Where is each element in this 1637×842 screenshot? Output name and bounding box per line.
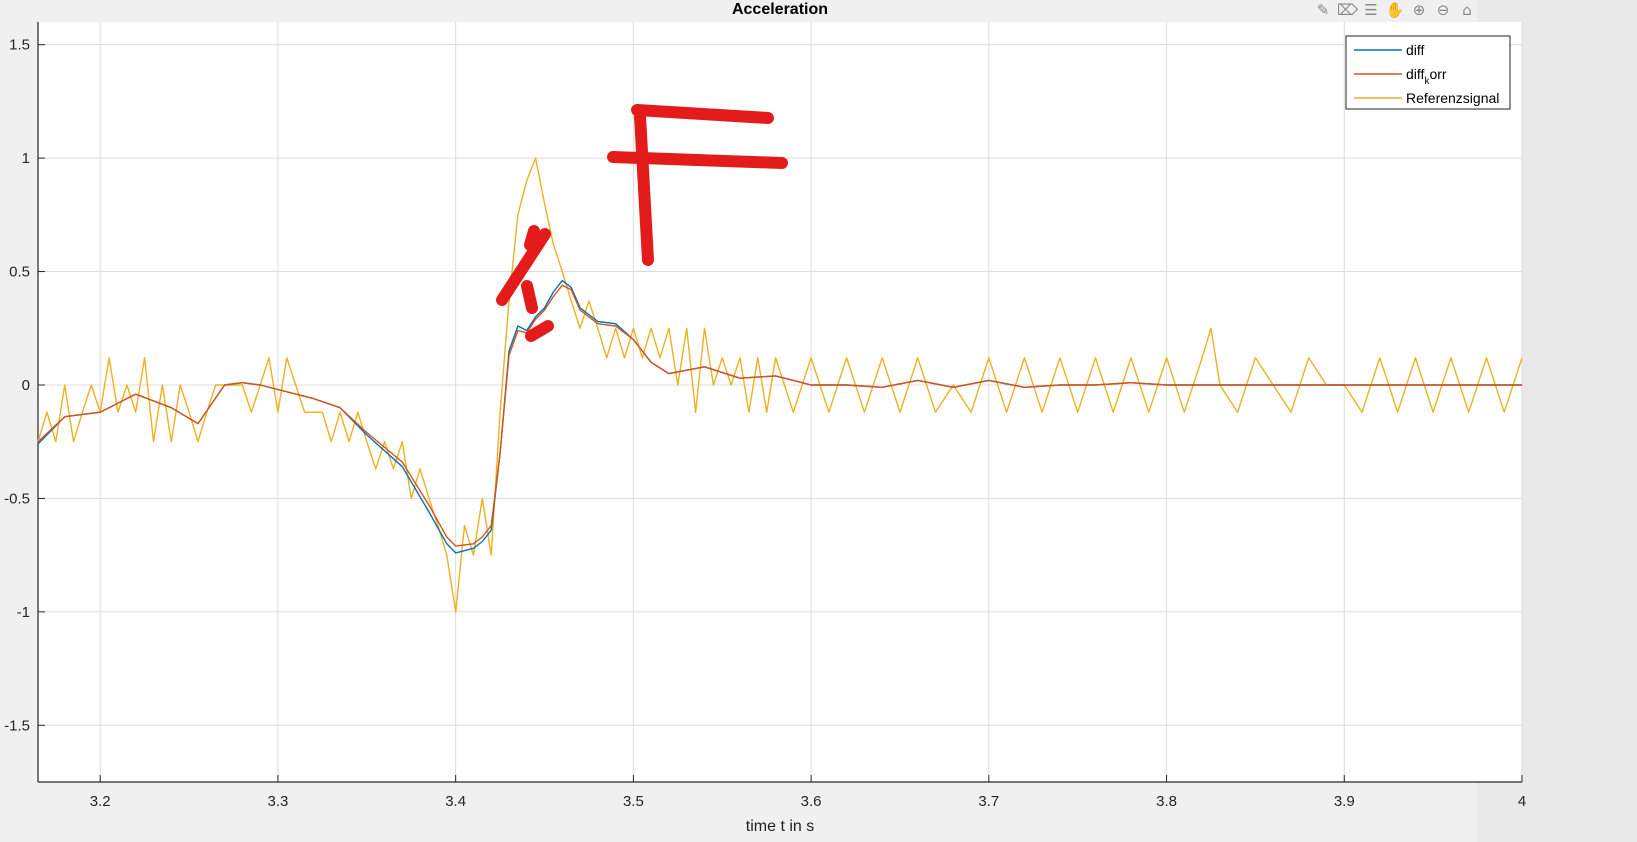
home-icon[interactable]: ⌂ (1462, 1, 1472, 19)
plot-area (38, 22, 1522, 782)
annotation-mark-1 (496, 228, 551, 306)
axes-toolbar: ✎ ⌦ ☰ ✋ ⊕ ⊖ ⌂ (1313, 0, 1477, 20)
brush-icon[interactable]: ⌦ (1337, 1, 1359, 19)
pan-icon[interactable]: ✋ (1385, 1, 1405, 19)
y-tick-label: 0 (22, 377, 30, 394)
y-tick-label: 0.5 (9, 264, 30, 281)
legend-label: diffkorr (1406, 66, 1447, 87)
axes: 3.2 3.3 3.4 3.5 3.6 3.7 3.8 3.9 4 -1.5 -1 -0.5 0 0.5 1… (4, 22, 1526, 810)
y-tick-label: -1 (17, 604, 30, 621)
x-tick-label: 3.5 (623, 793, 644, 810)
x-tick-label: 3.9 (1334, 793, 1355, 810)
edit-plot-icon[interactable]: ✎ (1316, 1, 1330, 19)
legend-label: Referenzsignal (1406, 90, 1499, 106)
zoom-in-icon[interactable]: ⊕ (1412, 1, 1426, 19)
x-tick-label: 3.3 (267, 793, 288, 810)
annotation-mark-2 (524, 225, 540, 251)
zoom-out-icon[interactable]: ⊖ (1436, 1, 1450, 19)
x-axis-label: time t in s (746, 818, 814, 835)
annotation-mark-4 (525, 320, 554, 342)
x-tick-label: 4 (1518, 793, 1526, 810)
x-tick-label: 3.4 (445, 793, 466, 810)
y-tick-label: 1 (22, 150, 30, 167)
legend-label: diff (1406, 42, 1425, 58)
annotation-mark-5 (631, 104, 774, 124)
chart-title: Acceleration (732, 1, 828, 18)
y-tick-label: 1.5 (9, 37, 30, 54)
legend: diff diffkorr Referenzsignal (1345, 35, 1511, 110)
series-line-diff-korr (37, 284, 1522, 547)
annotation-mark-7 (634, 110, 654, 266)
x-tick-label: 3.8 (1156, 793, 1177, 810)
x-tick-label: 3.6 (801, 793, 822, 810)
legend-box (1345, 35, 1511, 110)
y-tick-label: -1.5 (4, 717, 30, 734)
data-lines (37, 157, 1523, 613)
x-tick-label: 3.7 (978, 793, 999, 810)
annotation-mark-3 (521, 280, 538, 314)
data-tips-icon[interactable]: ☰ (1364, 1, 1378, 19)
annotations (496, 104, 788, 342)
y-tick-label: -0.5 (4, 490, 30, 507)
x-tick-label: 3.2 (90, 793, 111, 810)
